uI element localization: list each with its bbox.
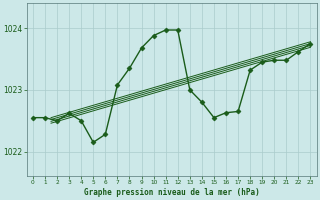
X-axis label: Graphe pression niveau de la mer (hPa): Graphe pression niveau de la mer (hPa) (84, 188, 260, 197)
